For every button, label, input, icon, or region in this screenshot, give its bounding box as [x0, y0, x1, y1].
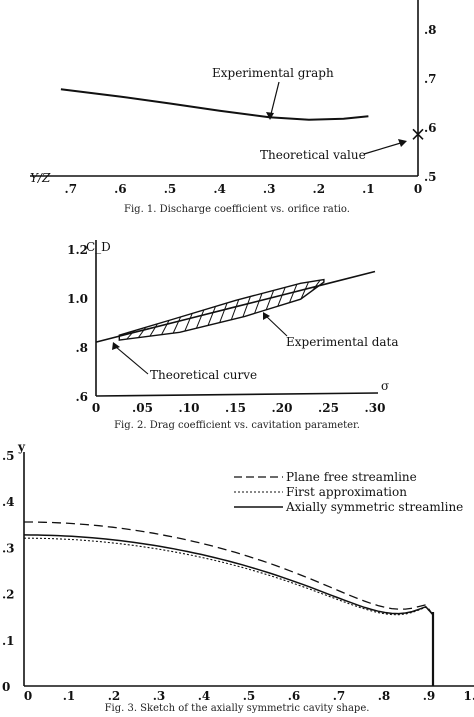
fig1-x-tick-label: .4	[213, 182, 226, 196]
fig1-x-tick-label: .3	[263, 182, 276, 196]
fig3-y-tick-label: .1	[2, 634, 15, 648]
fig1-x-tick-label: 0	[414, 182, 422, 196]
fig2-hatch-line	[254, 293, 263, 314]
fig1-caption: Fig. 1. Discharge coefficient vs. orific…	[124, 204, 350, 215]
fig2-hatch-line	[230, 299, 240, 320]
fig2-hatch-line	[161, 320, 170, 335]
fig2-y-tick-label: 1.0	[67, 292, 88, 306]
fig1-arrowhead-1	[266, 112, 274, 120]
fig3-y-tick-label: .4	[2, 495, 15, 509]
fig2-hatch-line	[300, 281, 309, 300]
fig2-x-tick-label: .15	[225, 401, 246, 415]
fig3-x-tick-label: .3	[153, 689, 166, 703]
fig3-x-tick-label: .1	[63, 689, 76, 703]
fig3-first-approximation	[24, 537, 433, 616]
fig3-plane-free-streamline	[24, 521, 434, 615]
fig3-x-tick-label: .6	[288, 689, 301, 703]
fig2-hatch-line	[277, 287, 286, 307]
fig3-y-ticks: .5 .4 .3 .2 .1 0	[2, 449, 15, 694]
fig2-annotation-experimental: Experimental data	[286, 335, 399, 349]
fig2-arrowhead-1	[263, 312, 270, 320]
fig3-x-tick-label: .2	[108, 689, 121, 703]
fig3-legend-label-2: First approximation	[286, 485, 407, 499]
fig2-hatch-line	[312, 279, 321, 291]
fig3-caption: Fig. 3. Sketch of the axially symmetric …	[105, 703, 370, 714]
fig1-x-axis-label: Y/Z	[30, 171, 51, 185]
fig1-x-tick-label: .7	[65, 182, 78, 196]
fig2-x-tick-label: .10	[179, 401, 200, 415]
fig2-y-tick-label: .6	[75, 390, 88, 404]
fig2-x-tick-label: .05	[132, 401, 153, 415]
fig2-y-tick-label: .8	[75, 341, 88, 355]
fig1-y-tick-label: .7	[424, 72, 437, 86]
fig2-x-tick-label: .30	[365, 401, 386, 415]
fig1-annotation-experimental: Experimental graph	[212, 66, 334, 80]
fig1-y-tick-label: .8	[424, 23, 437, 37]
fig2-hatch-line	[149, 323, 158, 337]
fig3-x-tick-label: .5	[243, 689, 256, 703]
fig2-arrowhead-2	[112, 342, 120, 350]
fig3-axially-symmetric-streamline	[23, 534, 434, 615]
fig2-y-ticks: 1.2 1.0 .8 .6	[67, 243, 88, 404]
fig2-hatch-line	[288, 284, 298, 303]
fig2-hatch-line	[207, 306, 216, 326]
fig2-y-tick-label: 1.2	[67, 243, 88, 257]
fig3-x-tick-label: .7	[333, 689, 346, 703]
fig1-x-tick-label: .2	[313, 182, 326, 196]
fig2-annotation-arrow-2	[115, 346, 149, 375]
fig1-annotation-arrow-2	[363, 141, 405, 155]
fig2-x-axis	[95, 392, 379, 397]
fig1-y-tick-label: .6	[424, 121, 437, 135]
fig2-experimental-band	[118, 278, 325, 341]
fig2-hatch-line	[219, 302, 228, 323]
fig1-arrowhead-2	[398, 139, 407, 147]
fig2-annotation-arrow-1	[265, 315, 288, 337]
fig1-x-tick-label: .1	[362, 182, 375, 196]
fig2-hatch-line	[184, 313, 193, 332]
fig1-x-tick-label: .6	[114, 182, 127, 196]
fig1-chart: Y/Z .7 .6 .5 .4 .3 .2 .1 0 .8 .7 .6 .5 Experimenta…	[30, 0, 437, 215]
fig3-legend-label-1: Plane free streamline	[286, 470, 417, 484]
fig3-legend: Plane free streamline First approximatio…	[234, 470, 463, 514]
fig2-hatch-line	[242, 296, 251, 318]
fig3-x-ticks: 0 .1 .2 .3 .4 .5 .6 .7 .8 .9 1.0	[24, 689, 474, 703]
fig3-x-tick-label: .4	[198, 689, 211, 703]
fig3-chart: y 0 .1 .2 .3 .4 .5 .6 .7 .8 .9 1.0 .5 .4 .3 .2 .1 0 Pla…	[2, 440, 474, 714]
fig1-marker-stroke	[412, 128, 424, 140]
fig3-x-tick-label: 0	[24, 689, 32, 703]
fig3-x-tick-label: .9	[423, 689, 436, 703]
fig3-x-tick-label: 1.0	[464, 689, 474, 703]
fig1-x-tick-label: .5	[164, 182, 177, 196]
fig3-x-tick-label: .8	[378, 689, 391, 703]
fig1-annotation-arrow-1	[269, 81, 280, 119]
fig1-y-tick-label: .5	[424, 170, 437, 184]
fig3-y-axis-label: y	[17, 440, 26, 454]
fig2-chart: C_D σ 0 .05 .10 .15 .20 .25 .30 1.2 1.0 .8 .6 Exp…	[67, 240, 399, 431]
fig1-x-ticks: .7 .6 .5 .4 .3 .2 .1 0	[65, 182, 423, 196]
fig1-y-ticks: .8 .7 .6 .5	[424, 23, 437, 184]
fig1-experimental-curve	[60, 88, 369, 121]
fig2-x-axis-label: σ	[381, 379, 389, 393]
fig2-caption: Fig. 2. Drag coefficient vs. cavitation …	[114, 420, 360, 431]
fig2-x-tick-label: .20	[272, 401, 293, 415]
fig1-theoretical-marker	[412, 128, 424, 140]
fig2-hatch-line	[265, 290, 275, 310]
fig2-hatch-line	[195, 309, 205, 329]
fig2-annotation-theoretical: Theoretical curve	[150, 368, 257, 382]
fig2-theoretical-curve	[95, 270, 376, 343]
fig3-y-tick-label: 0	[2, 680, 10, 694]
fig3-y-tick-label: .3	[2, 541, 15, 555]
fig3-y-tick-label: .5	[2, 449, 15, 463]
fig2-hatch-line	[172, 316, 182, 334]
fig2-x-tick-label: .25	[318, 401, 339, 415]
fig3-y-tick-label: .2	[2, 588, 15, 602]
fig3-legend-label-3: Axially symmetric streamline	[285, 500, 463, 514]
fig2-y-axis-label: C_D	[86, 240, 111, 254]
fig2-x-ticks: 0 .05 .10 .15 .20 .25 .30	[92, 401, 386, 415]
fig2-x-tick-label: 0	[92, 401, 100, 415]
fig1-annotation-theoretical: Theoretical value	[260, 148, 366, 162]
